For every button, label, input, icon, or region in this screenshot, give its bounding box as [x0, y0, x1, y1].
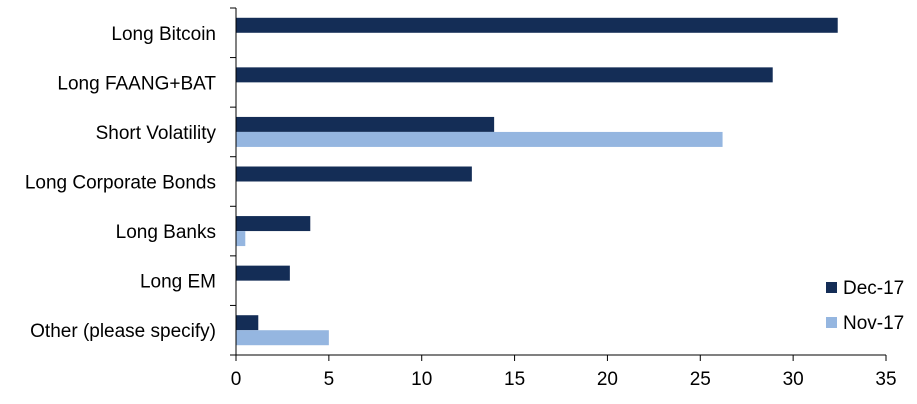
legend-label-nov-17: Nov-17: [843, 313, 904, 334]
x-tick-label-35: 35: [875, 369, 896, 390]
category-label-long-bitcoin: Long Bitcoin: [111, 24, 216, 45]
bar-nov-17-other-please-specify: [236, 330, 329, 346]
category-label-other-please-specify: Other (please specify): [30, 321, 216, 342]
bar-dec-17-long-em: [236, 265, 290, 281]
bar-nov-17-long-banks: [236, 231, 246, 247]
x-tick-label-10: 10: [411, 369, 432, 390]
legend-swatch-nov-17: [826, 317, 837, 328]
x-tick-label-5: 5: [324, 369, 335, 390]
x-tick-label-20: 20: [597, 369, 618, 390]
category-label-long-faang-bat: Long FAANG+BAT: [57, 73, 216, 94]
category-label-long-banks: Long Banks: [116, 222, 216, 243]
bar-dec-17-long-corporate-bonds: [236, 166, 472, 182]
x-tick-label-25: 25: [690, 369, 711, 390]
bar-dec-17-short-volatility: [236, 116, 495, 132]
bar-dec-17-long-banks: [236, 216, 311, 232]
bar-dec-17-long-faang-bat: [236, 67, 773, 83]
legend: Dec-17 Nov-17: [826, 278, 904, 334]
x-tick-label-15: 15: [504, 369, 525, 390]
bars-layer: [236, 17, 838, 346]
x-tick-label-30: 30: [783, 369, 804, 390]
category-label-long-em: Long EM: [140, 272, 216, 293]
bar-dec-17-long-bitcoin: [236, 17, 838, 33]
category-label-long-corporate-bonds: Long Corporate Bonds: [25, 173, 216, 194]
bar-dec-17-other-please-specify: [236, 315, 259, 331]
category-label-short-volatility: Short Volatility: [96, 123, 217, 144]
legend-swatch-dec-17: [826, 282, 837, 293]
axes-layer: [230, 7, 887, 361]
x-tick-label-0: 0: [231, 369, 242, 390]
legend-label-dec-17: Dec-17: [843, 278, 904, 299]
bar-nov-17-short-volatility: [236, 131, 723, 147]
labels-layer: 0 5 10 15 20 25 30 35 Long Bitcoin Long FAANG+BAT…: [25, 24, 897, 390]
